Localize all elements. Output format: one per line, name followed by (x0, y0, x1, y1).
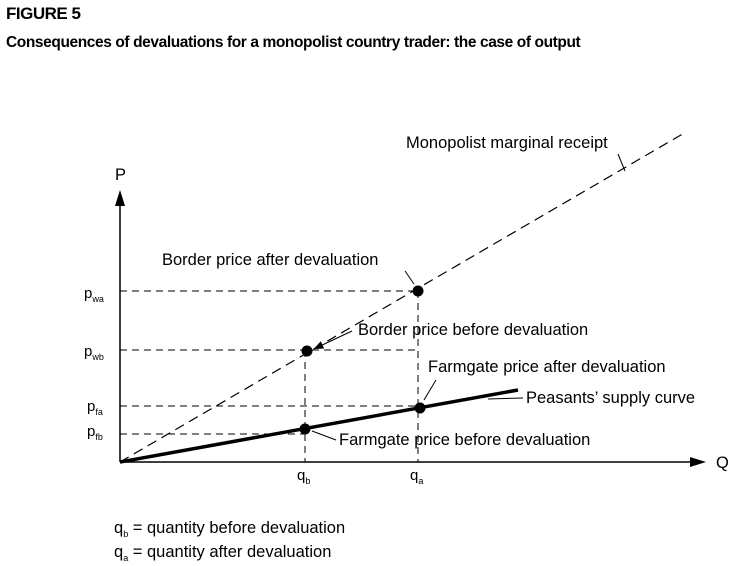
farmgate-after-leader (423, 379, 437, 401)
point-border-after (412, 285, 424, 297)
x-axis-arrow-icon (690, 457, 706, 467)
x-axis-label: Q (716, 454, 729, 472)
farmgate-after-label: Farmgate price after devaluation (428, 358, 666, 376)
supply-curve-label: Peasants’ supply curve (526, 389, 695, 407)
marginal-receipt-label: Monopolist marginal receipt (406, 134, 608, 152)
y-tick-pfb: pfb (87, 423, 103, 442)
y-axis-arrow-icon (115, 190, 125, 206)
border-before-label: Border price before devaluation (358, 321, 588, 339)
point-farmgate-before (299, 423, 311, 435)
y-tick-pwb: pwb (84, 343, 104, 362)
border-after-leader (404, 270, 415, 285)
supply-curve-line (119, 388, 519, 464)
supply-curve-leader (487, 397, 524, 400)
border-before-leader (313, 330, 353, 350)
legend-qb: qb = quantity before devaluation (114, 519, 345, 539)
figure-label: FIGURE 5 (6, 4, 81, 23)
y-tick-pfa: pfa (87, 398, 103, 417)
y-axis-label: P (115, 166, 126, 184)
point-border-before (301, 345, 313, 357)
legend-qa: qa = quantity after devaluation (114, 543, 331, 563)
farmgate-before-label: Farmgate price before devaluation (339, 431, 590, 449)
x-tick-qb: qb (297, 467, 310, 486)
figure-title: Consequences of devaluations for a monop… (6, 34, 581, 51)
y-tick-pwa: pwa (84, 285, 104, 304)
marginal-receipt-leader (617, 153, 626, 172)
farmgate-before-leader (311, 430, 337, 441)
border-after-label: Border price after devaluation (162, 251, 378, 269)
marginal-receipt-line (119, 131, 687, 463)
point-farmgate-after (414, 402, 426, 414)
x-tick-qa: qa (410, 467, 423, 486)
